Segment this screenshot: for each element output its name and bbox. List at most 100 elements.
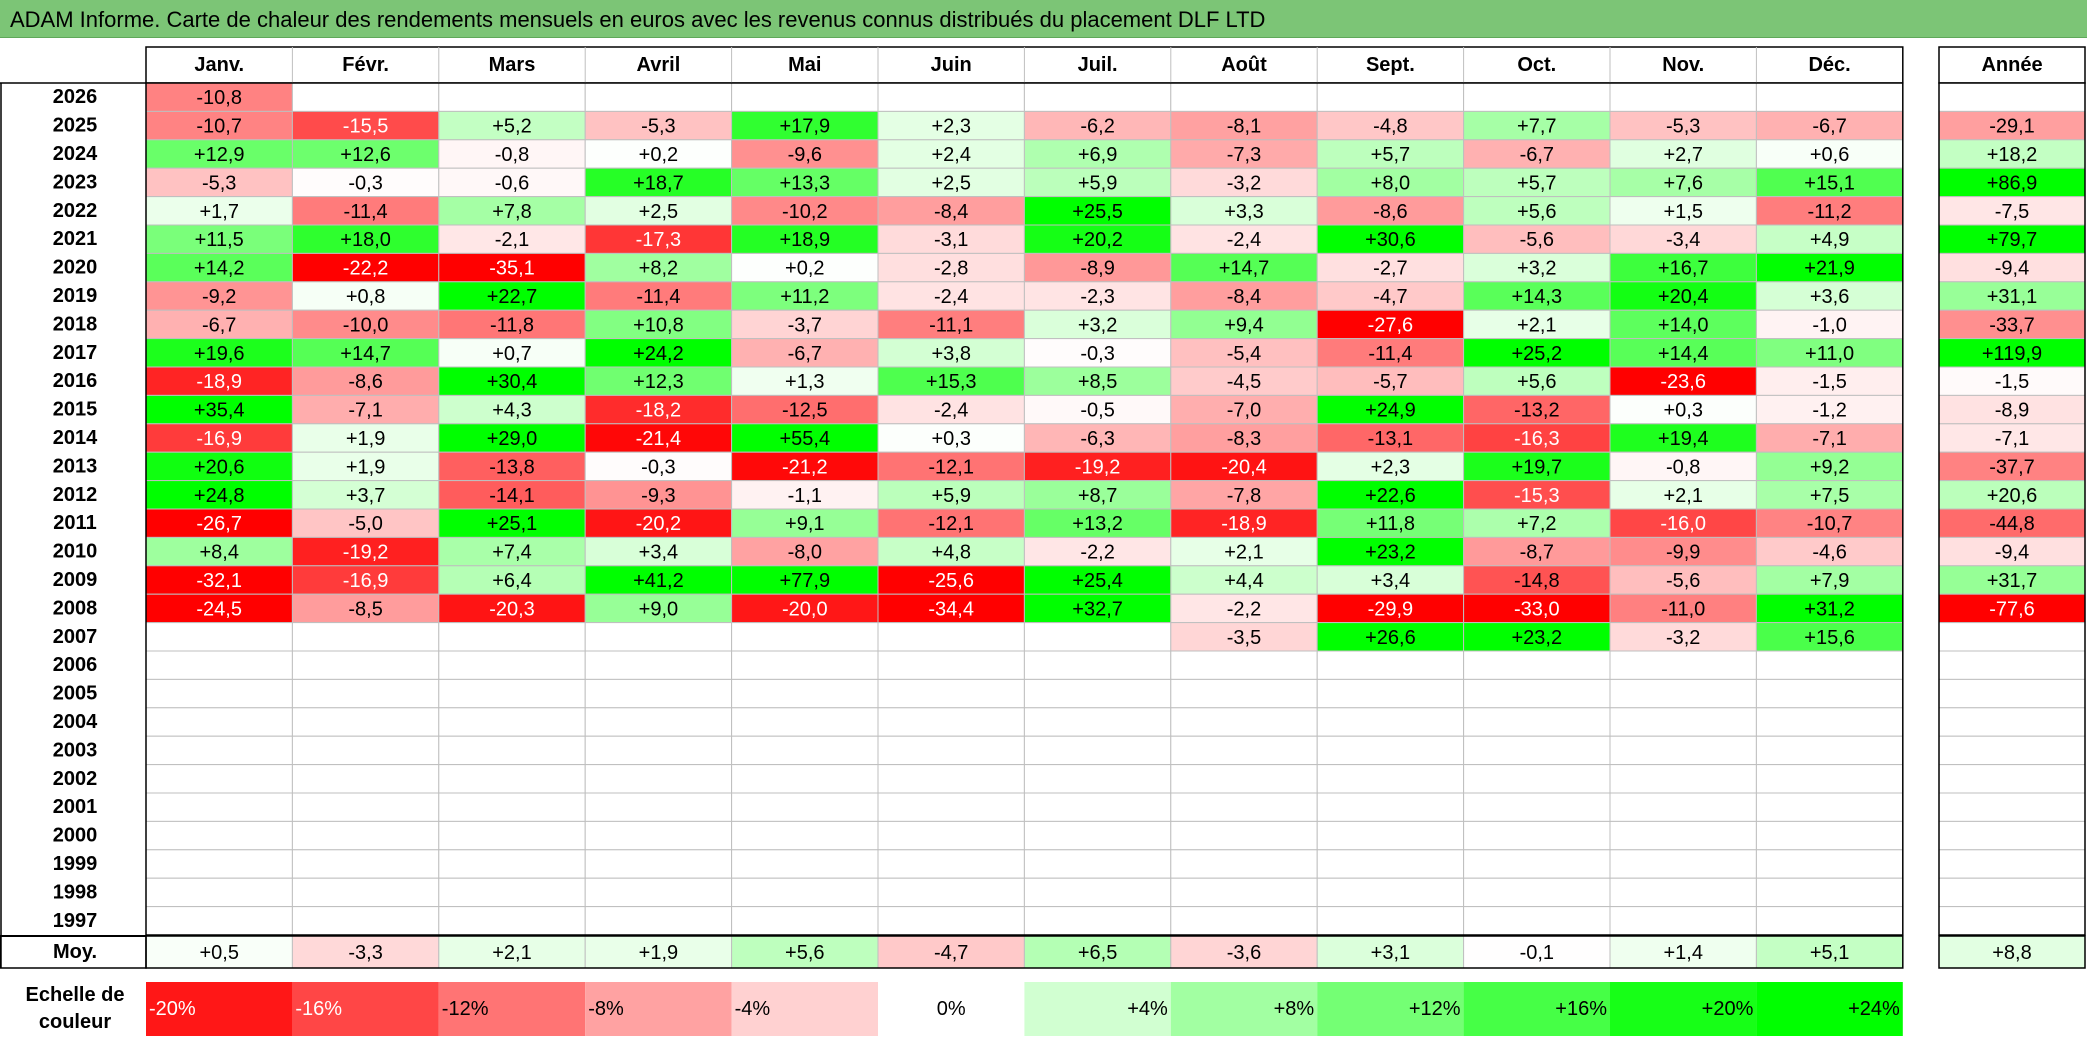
heatmap-cell xyxy=(1023,764,1172,794)
heatmap-cell xyxy=(584,309,733,340)
annual-cell xyxy=(1938,110,2086,141)
heatmap-cell xyxy=(1463,906,1611,936)
cell-value: -13,8 xyxy=(489,456,535,478)
cell-value: +14,4 xyxy=(1658,343,1709,365)
cell-value: +11,2 xyxy=(780,286,829,308)
heatmap-cell xyxy=(1023,849,1172,879)
heatmap-cell xyxy=(731,906,879,936)
heatmap-cell xyxy=(584,678,733,709)
year-label: 1998 xyxy=(53,881,98,903)
month-header: Févr. xyxy=(342,54,389,76)
heatmap-cell xyxy=(291,849,440,879)
cell-value: +0,3 xyxy=(1663,400,1702,422)
annual-value: -1,5 xyxy=(1995,371,2029,393)
heatmap-cell xyxy=(1023,252,1172,283)
cell-value: -5,3 xyxy=(641,116,675,138)
heatmap-cell xyxy=(1755,764,1904,794)
cell-value: +3,8 xyxy=(931,343,970,365)
cell-value: +1,9 xyxy=(346,428,385,450)
cell-value: -18,9 xyxy=(196,371,242,393)
annual-value: +20,6 xyxy=(1987,485,2038,507)
scale-swatch xyxy=(878,982,1025,1036)
heatmap-cell xyxy=(1463,338,1611,368)
cell-value: -10,7 xyxy=(1807,513,1853,535)
annual-cell xyxy=(1938,394,2086,425)
heatmap-cell xyxy=(584,849,733,879)
scale-label: Echelle de xyxy=(26,984,125,1006)
cell-value: -6,7 xyxy=(1520,144,1554,166)
cell-value: -2,2 xyxy=(1227,598,1261,620)
heatmap-cell xyxy=(731,678,879,709)
cell-value: -20,3 xyxy=(489,598,535,620)
heatmap-cell xyxy=(1316,252,1465,283)
heatmap-cell xyxy=(1755,622,1904,652)
heatmap-cell xyxy=(1023,650,1172,680)
cell-value: -5,6 xyxy=(1520,229,1554,251)
heatmap-cell xyxy=(1023,480,1172,510)
cell-value: +18,9 xyxy=(779,229,830,251)
cell-value: -22,2 xyxy=(343,258,389,280)
heatmap-cell xyxy=(877,593,1025,624)
average-value: -3,3 xyxy=(348,942,382,964)
heatmap-cell xyxy=(731,536,879,567)
heatmap-cell xyxy=(1755,394,1904,425)
heatmap-cell xyxy=(1170,508,1318,538)
cell-value: +9,2 xyxy=(1810,456,1849,478)
year-label: 2009 xyxy=(53,569,98,591)
heatmap-cell xyxy=(145,820,293,851)
cell-value: -6,7 xyxy=(1812,116,1846,138)
heatmap-cell xyxy=(877,678,1025,709)
heatmap-cell xyxy=(1609,110,1757,141)
annual-cell xyxy=(1938,764,2086,794)
heatmap-cell xyxy=(1170,877,1318,908)
annual-cell xyxy=(1938,650,2086,680)
annual-value: -9,4 xyxy=(1995,542,2029,564)
cell-value: +7,5 xyxy=(1810,485,1849,507)
heatmap-cell xyxy=(291,508,440,538)
cell-value: -0,8 xyxy=(495,144,529,166)
heatmap-cell xyxy=(1463,820,1611,851)
cell-value: -7,8 xyxy=(1227,485,1261,507)
average-label-border xyxy=(0,935,147,969)
scale-swatch xyxy=(1610,982,1757,1036)
year-label: 2003 xyxy=(53,739,98,761)
heatmap-cell xyxy=(145,678,293,709)
cell-value: -8,4 xyxy=(1227,286,1261,308)
heatmap-cell xyxy=(1316,338,1465,368)
heatmap-cell xyxy=(1316,139,1465,169)
average-value: +3,1 xyxy=(1371,942,1410,964)
scale-step-label: -16% xyxy=(295,998,342,1020)
heatmap-cell xyxy=(1463,650,1611,680)
scale-swatch xyxy=(1756,982,1903,1036)
heatmap-cell xyxy=(1463,707,1611,737)
cell-value: +5,6 xyxy=(1517,371,1556,393)
cell-value: +41,2 xyxy=(633,570,684,592)
cell-value: +7,9 xyxy=(1810,570,1849,592)
heatmap-cell xyxy=(584,338,733,368)
heatmap-cell xyxy=(1023,622,1172,652)
cell-value: +3,2 xyxy=(1517,258,1556,280)
heatmap-cell xyxy=(1463,82,1611,112)
cell-value: -11,8 xyxy=(490,314,534,336)
scale-swatch xyxy=(585,982,732,1036)
year-label: 1997 xyxy=(53,910,98,932)
average-value: -0,1 xyxy=(1520,942,1554,964)
heatmap-cell xyxy=(1755,792,1904,822)
scale-swatch xyxy=(1024,982,1171,1036)
annual-value: +79,7 xyxy=(1987,229,2038,251)
cell-value: +0,3 xyxy=(931,428,970,450)
year-label: 2002 xyxy=(53,768,98,790)
heatmap-cell xyxy=(731,480,879,510)
average-cell xyxy=(438,935,586,969)
heatmap-cell xyxy=(1170,906,1318,936)
heatmap-cell xyxy=(1463,877,1611,908)
cell-value: -18,2 xyxy=(636,400,682,422)
heatmap-cell xyxy=(438,792,586,822)
heatmap-cell xyxy=(584,735,733,766)
cell-value: +5,9 xyxy=(1078,172,1117,194)
annual-value: -37,7 xyxy=(1989,456,2035,478)
cell-value: -9,6 xyxy=(788,144,822,166)
cell-value: -11,4 xyxy=(1368,343,1412,365)
heatmap-cell xyxy=(731,820,879,851)
cell-value: -5,3 xyxy=(1666,116,1700,138)
